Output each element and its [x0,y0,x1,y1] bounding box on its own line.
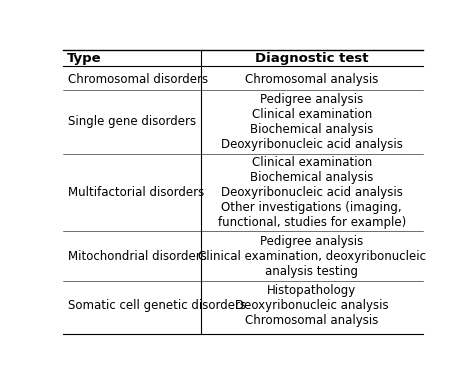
Text: Chromosomal disorders: Chromosomal disorders [68,73,209,86]
Text: Mitochondrial disorders: Mitochondrial disorders [68,250,207,263]
Text: Single gene disorders: Single gene disorders [68,115,197,128]
Text: Somatic cell genetic disorders: Somatic cell genetic disorders [68,299,246,312]
Text: Pedigree analysis
Clinical examination, deoxyribonucleic
analysis testing: Pedigree analysis Clinical examination, … [198,235,426,278]
Text: Histopathology
Deoxyribonucleic analysis
Chromosomal analysis: Histopathology Deoxyribonucleic analysis… [235,284,389,327]
Text: Clinical examination
Biochemical analysis
Deoxyribonucleic acid analysis
Other i: Clinical examination Biochemical analysi… [218,156,406,229]
Text: Diagnostic test: Diagnostic test [255,52,369,65]
Text: Pedigree analysis
Clinical examination
Biochemical analysis
Deoxyribonucleic aci: Pedigree analysis Clinical examination B… [221,93,403,151]
Text: Multifactorial disorders: Multifactorial disorders [68,186,205,199]
Text: Type: Type [66,52,101,65]
Text: Chromosomal analysis: Chromosomal analysis [245,73,379,86]
